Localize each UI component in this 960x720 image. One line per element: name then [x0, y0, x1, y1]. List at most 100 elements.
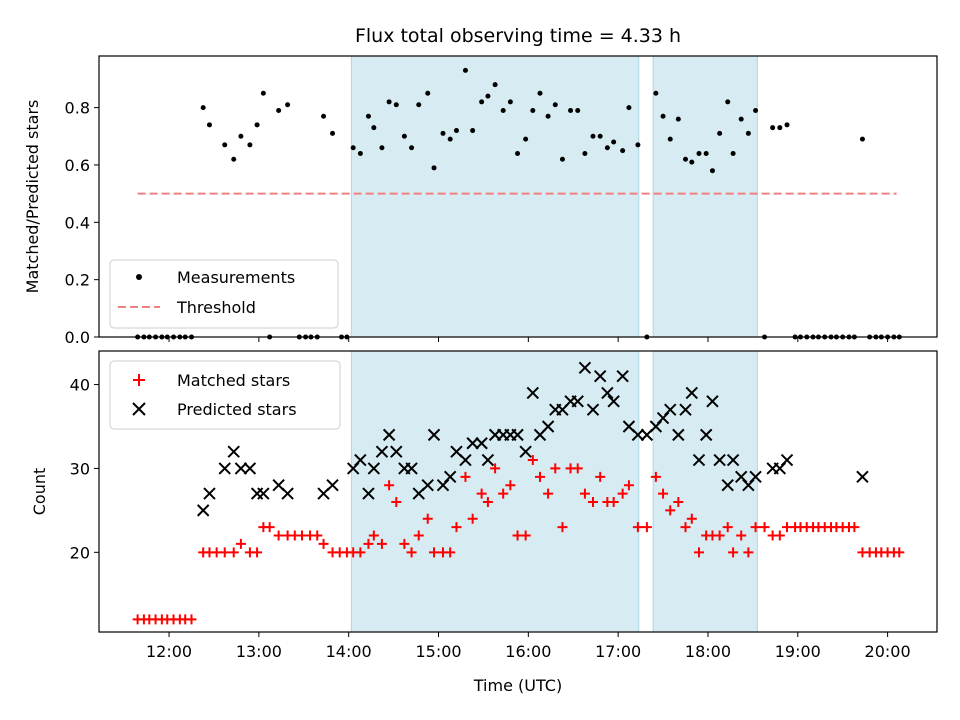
measurement-point	[440, 130, 446, 136]
measurement-point	[745, 130, 751, 136]
plot-frame	[98, 350, 938, 633]
measurement-point	[523, 136, 529, 142]
measurement-point	[321, 113, 327, 119]
predicted-point	[601, 386, 614, 400]
measurement-point	[738, 116, 744, 122]
matched-point	[413, 530, 424, 541]
y-tick-label: 0.8	[65, 99, 90, 118]
measurement-point	[590, 133, 596, 139]
legend-predicted-marker	[132, 402, 146, 416]
plot-frame	[98, 55, 938, 338]
predicted-point	[607, 395, 620, 408]
predicted-point	[856, 470, 869, 484]
matched-point	[520, 530, 531, 541]
matched-point	[658, 488, 669, 499]
x-tick-label: 14:00	[326, 642, 372, 661]
top-y-axis-label: Matched/Predicted stars	[23, 100, 42, 294]
matched-point	[219, 547, 230, 558]
measurement-point	[537, 90, 543, 96]
legend-measurements-marker	[136, 274, 142, 280]
matched-point	[579, 488, 590, 499]
predicted-point	[218, 462, 231, 475]
measurement-point	[552, 102, 558, 108]
matched-point	[445, 547, 456, 558]
measurement-point	[530, 107, 536, 113]
matched-point	[535, 471, 546, 482]
measurement-point	[709, 168, 715, 174]
matched-point	[451, 522, 462, 533]
measurement-point	[597, 133, 603, 139]
predicted-point	[367, 462, 381, 475]
matched-point	[632, 522, 643, 533]
predicted-point	[571, 395, 584, 408]
predicted-point	[466, 437, 479, 450]
predicted-point	[685, 386, 699, 400]
top-legend: Measurements Threshold	[109, 259, 339, 329]
measurement-point	[660, 113, 666, 119]
measurement-point	[770, 125, 776, 131]
matched-point	[728, 547, 739, 558]
measurement-point	[222, 142, 228, 148]
matched-point	[849, 522, 860, 533]
matched-point	[482, 496, 493, 507]
measurement-point	[260, 90, 266, 96]
y-tick-label: 0.2	[65, 271, 90, 290]
measurement-point	[515, 150, 521, 156]
matched-point	[318, 538, 329, 549]
predicted-point	[672, 428, 685, 442]
matched-point	[384, 480, 395, 491]
measurement-point	[285, 102, 291, 108]
predicted-point	[243, 462, 257, 475]
matched-point	[252, 547, 263, 558]
matched-point	[743, 547, 754, 558]
predicted-point	[616, 369, 629, 383]
predicted-point	[390, 445, 403, 458]
legend-frame	[109, 360, 341, 430]
measurement-point	[238, 133, 244, 139]
matched-point	[641, 522, 652, 533]
predicted-point	[631, 428, 645, 442]
measurement-point	[777, 125, 783, 131]
matched-point	[527, 455, 538, 466]
measurement-point	[479, 99, 485, 105]
y-tick-label: 30	[70, 459, 90, 478]
matched-point	[376, 538, 387, 549]
measurement-point	[350, 145, 356, 151]
matched-point	[680, 522, 691, 533]
matched-point	[363, 538, 374, 549]
predicted-point	[511, 428, 524, 442]
matched-point	[264, 522, 275, 533]
bottom-y-axis-label: Count	[30, 468, 49, 516]
measurement-point	[492, 82, 498, 88]
measurement-point	[575, 107, 581, 113]
matched-point	[368, 530, 379, 541]
matched-point	[557, 522, 568, 533]
predicted-point	[721, 479, 734, 492]
x-tick-label: 18:00	[685, 642, 731, 661]
measurement-point	[611, 139, 617, 145]
measurement-point	[604, 145, 610, 151]
y-tick-label: 0.4	[65, 213, 90, 232]
predicted-point	[726, 453, 740, 467]
matched-point	[460, 471, 471, 482]
measurement-point	[753, 107, 759, 113]
predicted-point	[203, 487, 216, 500]
matched-point	[186, 614, 197, 625]
predicted-point	[699, 428, 713, 442]
predicted-point	[664, 403, 677, 416]
shaded-interval	[350, 55, 640, 338]
shaded-interval	[350, 350, 640, 633]
matched-point	[399, 538, 410, 549]
measurement-point	[507, 99, 513, 105]
matched-point	[273, 530, 284, 541]
measurement-point	[568, 107, 574, 113]
measurement-point	[683, 156, 689, 162]
matched-point	[490, 463, 501, 474]
measurement-point	[462, 67, 468, 73]
x-tick-label: 15:00	[415, 642, 461, 661]
measurement-point	[784, 122, 790, 128]
measurement-point	[231, 156, 237, 162]
predicted-point	[354, 453, 367, 467]
measurement-point	[393, 102, 399, 108]
